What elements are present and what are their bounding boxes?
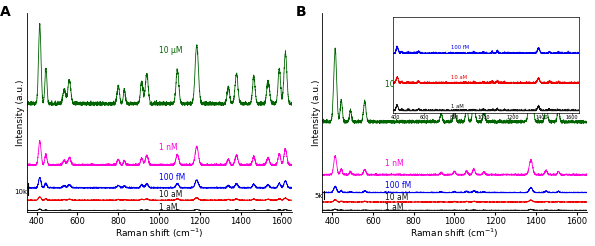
X-axis label: Raman shift (cm$^{-1}$): Raman shift (cm$^{-1}$): [410, 227, 499, 240]
Text: 1 nM: 1 nM: [385, 159, 404, 168]
Text: 1 aM: 1 aM: [159, 203, 177, 212]
Text: 10 μM: 10 μM: [385, 80, 409, 89]
Y-axis label: Intensity (a.u.): Intensity (a.u.): [312, 79, 321, 146]
Text: 100 fM: 100 fM: [385, 181, 411, 190]
Text: 100 fM: 100 fM: [159, 173, 185, 182]
X-axis label: Raman shift (cm$^{-1}$): Raman shift (cm$^{-1}$): [115, 227, 203, 240]
Text: 5k: 5k: [314, 193, 322, 199]
Text: B: B: [296, 5, 306, 19]
Text: 10k: 10k: [14, 189, 27, 195]
Text: 10 aM: 10 aM: [159, 190, 183, 199]
Text: A: A: [0, 5, 11, 19]
Y-axis label: Intensity (a.u.): Intensity (a.u.): [16, 79, 25, 146]
Text: 1 nM: 1 nM: [159, 143, 178, 153]
Text: 1 aM: 1 aM: [385, 203, 403, 212]
Text: 10 μM: 10 μM: [159, 46, 183, 55]
Text: 10 aM: 10 aM: [385, 193, 409, 202]
